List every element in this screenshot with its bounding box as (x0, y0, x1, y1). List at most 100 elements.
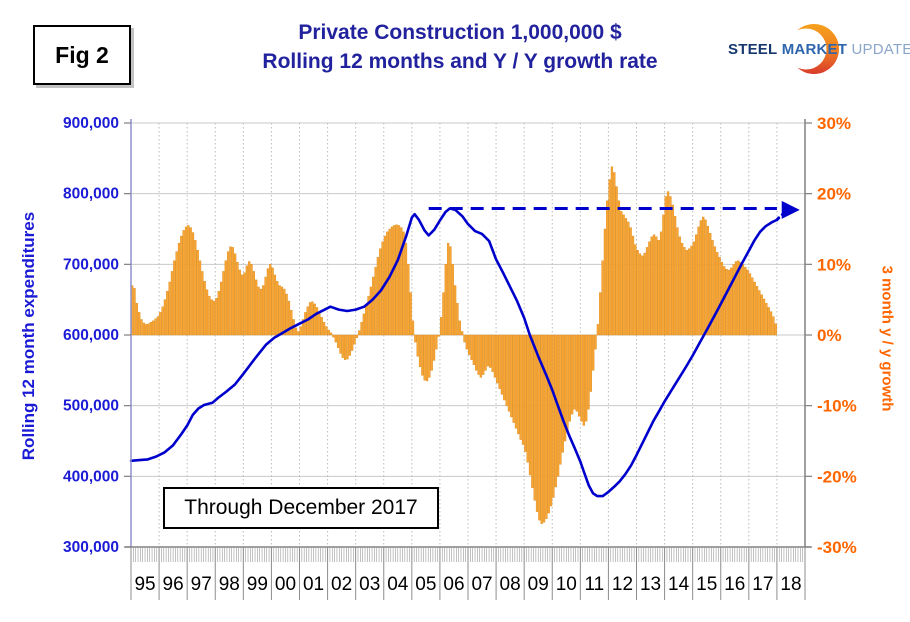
growth-bar (212, 300, 216, 336)
growth-bar (248, 261, 251, 336)
growth-bar (231, 247, 234, 336)
growth-bar (180, 235, 183, 336)
growth-bar (582, 334, 585, 426)
growth-bar (273, 274, 277, 336)
growth-bar (397, 225, 401, 336)
growth-bar (631, 235, 635, 336)
growth-bar (142, 322, 146, 336)
growth-bar (615, 186, 618, 336)
growth-bar (517, 334, 520, 435)
year-label: 14 (668, 574, 690, 595)
growth-bar (636, 249, 639, 336)
growth-bar (634, 244, 637, 336)
growth-bar (664, 196, 667, 336)
growth-bar (645, 247, 649, 336)
growth-bar (191, 232, 195, 336)
growth-bar (439, 317, 443, 336)
growth-bar (760, 294, 763, 336)
growth-bar (608, 179, 611, 336)
growth-bar (315, 307, 319, 336)
growth-bar (304, 312, 307, 336)
growth-bar (571, 334, 574, 415)
growth-bar (173, 260, 176, 336)
left-axis-tick-label: 700,000 (63, 256, 119, 273)
growth-bar (603, 228, 607, 336)
growth-bar (341, 334, 344, 358)
growth-bar (215, 298, 218, 336)
growth-bar (575, 334, 578, 412)
growth-bar (205, 289, 209, 336)
growth-bar (299, 326, 302, 336)
growth-bar (395, 224, 398, 336)
right-axis-tick-label: -30% (817, 538, 857, 557)
year-label: 09 (528, 574, 549, 595)
growth-bar (358, 330, 361, 336)
year-label: 07 (471, 574, 492, 595)
projection-dotted-arrow (775, 200, 800, 222)
growth-bar (259, 288, 263, 336)
growth-bar (409, 292, 412, 336)
growth-bar (585, 334, 588, 422)
left-axis-tick-label: 800,000 (63, 186, 119, 203)
growth-bar (596, 324, 600, 336)
growth-bar (622, 214, 625, 336)
growth-bar (187, 225, 190, 336)
growth-bar (166, 290, 169, 336)
growth-bar (627, 221, 630, 336)
through-date-text: Through December 2017 (184, 496, 418, 519)
growth-bar (477, 334, 480, 375)
growth-bar (673, 216, 677, 336)
growth-bar (744, 266, 747, 336)
growth-bar (589, 334, 593, 392)
growth-bar (753, 281, 756, 336)
growth-bar (374, 266, 377, 336)
growth-bar (217, 290, 220, 336)
growth-bar (421, 334, 424, 376)
growth-bar (765, 303, 768, 336)
growth-bar (748, 273, 752, 336)
growth-bar (456, 303, 459, 336)
growth-bar (435, 334, 438, 350)
growth-bar (751, 277, 754, 336)
growth-bar (505, 334, 508, 406)
growth-bar (594, 334, 597, 350)
growth-bar (138, 312, 141, 336)
growth-bar (772, 316, 775, 336)
growth-bar (461, 331, 464, 336)
year-label: 97 (191, 574, 212, 595)
growth-bar (535, 334, 539, 512)
growth-bar (203, 281, 206, 336)
growth-bar (196, 249, 199, 336)
growth-bar (133, 288, 136, 336)
growth-bar (294, 327, 298, 336)
growth-bar (444, 264, 447, 336)
growth-bar (573, 334, 576, 410)
growth-bar (145, 324, 148, 336)
growth-bar (283, 288, 286, 336)
growth-bar (290, 310, 293, 336)
growth-bar (414, 334, 417, 343)
growth-bar (514, 334, 518, 429)
growth-bar (704, 219, 707, 336)
growth-bar (650, 236, 653, 336)
growth-bar (271, 267, 274, 336)
growth-bar (678, 236, 681, 336)
year-label: 12 (612, 574, 633, 595)
growth-bar (390, 226, 394, 336)
growth-bar (224, 260, 227, 336)
growth-bar (531, 334, 534, 488)
year-label: 15 (696, 574, 717, 595)
growth-bar (301, 319, 305, 336)
growth-bar (580, 334, 583, 422)
growth-bar (320, 317, 323, 336)
growth-bar (245, 265, 248, 336)
growth-bar (702, 216, 705, 336)
growth-bar (336, 334, 340, 348)
growth-bar (325, 326, 328, 336)
growth-bar (659, 231, 663, 336)
growth-bar (278, 285, 281, 336)
growth-bar (468, 334, 471, 355)
growth-bar (163, 299, 167, 336)
right-axis-tick-label: 30% (817, 114, 851, 133)
